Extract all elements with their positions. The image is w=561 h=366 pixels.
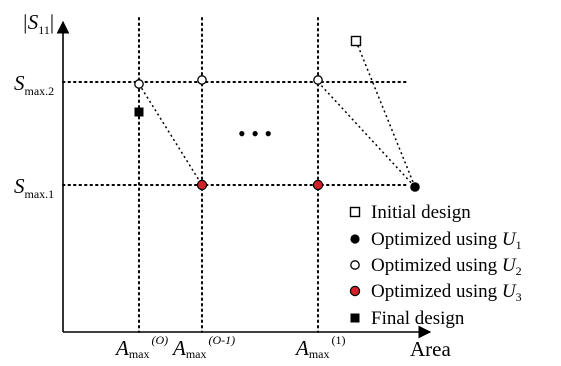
legend-u3-text: Optimized using U3 — [371, 281, 522, 304]
legend-initial-text: Initial design — [371, 202, 471, 223]
path-initial-to-u1 — [355, 40, 416, 188]
y-axis-label: |S11| — [22, 10, 54, 37]
initial-design-marker — [350, 35, 362, 47]
a-max-o1-label: Amax(O-1) — [171, 333, 235, 361]
legend-initial-symbol — [349, 206, 361, 218]
s-max1-label: Smax.1 — [14, 174, 54, 201]
x-axis-label: Area — [410, 337, 451, 361]
u2-optimized-marker — [134, 79, 144, 89]
legend: Initial design Optimized using U1 Optimi… — [349, 202, 522, 329]
s-max2-label: Smax.2 — [14, 71, 54, 98]
u3-optimized-marker — [196, 179, 208, 191]
legend-u1-text: Optimized using U1 — [371, 229, 522, 252]
ellipsis: • • • — [238, 121, 272, 146]
legend-final-symbol — [350, 313, 360, 323]
u2-optimized-marker — [197, 75, 207, 85]
final-design-marker — [134, 107, 144, 117]
a-max-o-label: Amax(O) — [114, 333, 168, 361]
path-u1-to-u2 — [317, 81, 416, 188]
legend-u1-symbol — [350, 234, 360, 244]
u3-optimized-marker — [312, 179, 324, 191]
path-u2-to-u3 — [138, 83, 203, 186]
u2-optimized-marker — [313, 75, 323, 85]
legend-u2-text: Optimized using U2 — [371, 255, 522, 278]
u1-optimized-marker — [410, 182, 420, 192]
legend-u2-symbol — [350, 260, 360, 270]
a-max-1-label: Amax(1) — [294, 333, 346, 361]
legend-u3-symbol — [349, 285, 361, 297]
legend-final-text: Final design — [371, 308, 465, 329]
